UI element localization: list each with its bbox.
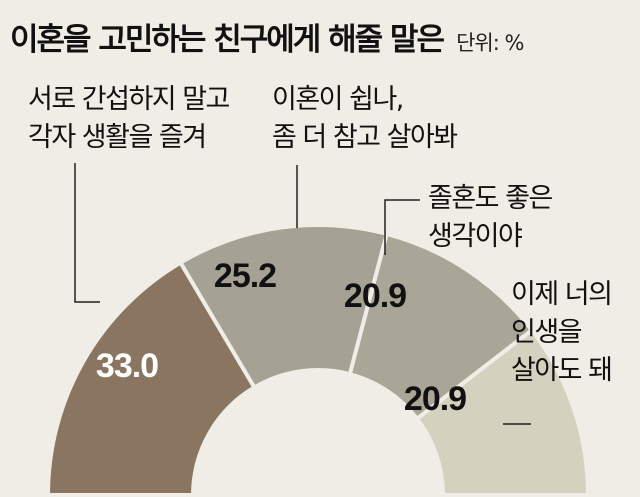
leader-line-3 xyxy=(384,199,420,255)
category-label-line: 이혼이 쉽나, xyxy=(272,84,403,115)
category-label-line: 이제 너의 xyxy=(511,279,611,310)
category-label-line: 각자 생활을 즐겨 xyxy=(28,122,206,153)
slice-value-label-3: 20.9 xyxy=(344,277,406,315)
category-label-line: 서로 간섭하지 말고 xyxy=(28,84,230,115)
pie-slice-1 xyxy=(45,259,258,497)
category-label-2: 이혼이 쉽나, 좀 더 참고 살아봐 xyxy=(272,84,457,153)
category-label-line: 좀 더 참고 살아봐 xyxy=(272,122,457,153)
category-label-line: 생각이야 xyxy=(428,221,522,252)
pie-slice-4 xyxy=(414,327,591,497)
pie-slice-2 xyxy=(177,223,390,391)
chart-title: 이혼을 고민하는 친구에게 해줄 말은 xyxy=(10,22,445,58)
category-label-line: 졸혼도 좋은 xyxy=(428,183,552,214)
category-label-line: 살아도 돼 xyxy=(511,355,611,386)
category-label-line: 인생을 xyxy=(511,317,582,348)
title-row: 이혼을 고민하는 친구에게 해줄 말은 단위: % xyxy=(10,14,524,59)
unit-label: 단위: % xyxy=(456,31,524,55)
slice-value-label-4: 20.9 xyxy=(404,380,466,418)
slice-value-label-2: 25.2 xyxy=(214,257,276,295)
leader-line-1 xyxy=(74,163,100,303)
slice-value-label-1: 33.0 xyxy=(96,347,158,385)
